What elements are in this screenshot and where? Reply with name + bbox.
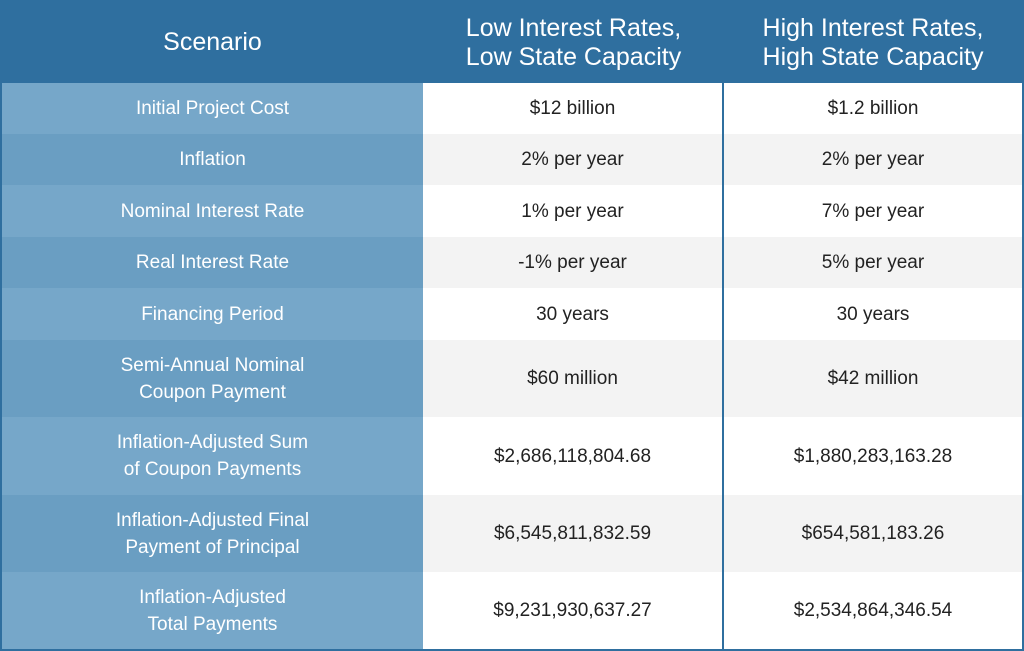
table-row: Inflation 2% per year 2% per year — [2, 134, 1022, 185]
high-rate-value: 7% per year — [724, 185, 1022, 237]
low-rate-value: 1% per year — [423, 185, 724, 237]
header-high-rates: High Interest Rates, High State Capacity — [762, 13, 984, 71]
row-label: Financing Period — [2, 288, 423, 340]
low-rate-value: $2,686,118,804.68 — [423, 417, 724, 495]
header-scenario: Scenario — [163, 28, 262, 56]
table-row: Nominal Interest Rate 1% per year 7% per… — [2, 185, 1022, 237]
row-label: Inflation — [2, 134, 423, 185]
low-rate-value: -1% per year — [423, 237, 724, 288]
low-rate-value: 2% per year — [423, 134, 724, 185]
high-rate-value: $2,534,864,346.54 — [724, 572, 1022, 649]
high-rate-value: $42 million — [724, 340, 1022, 417]
low-rate-value: 30 years — [423, 288, 724, 340]
header-low-rates: Low Interest Rates, Low State Capacity — [465, 13, 682, 71]
high-rate-value: 30 years — [724, 288, 1022, 340]
low-rate-value: $12 billion — [423, 83, 724, 134]
high-rate-value: $1,880,283,163.28 — [724, 417, 1022, 495]
high-rate-value: $654,581,183.26 — [724, 495, 1022, 572]
row-label: Inflation-Adjusted Total Payments — [2, 572, 423, 649]
low-rate-value: $6,545,811,832.59 — [423, 495, 724, 572]
row-label: Inflation-Adjusted Sum of Coupon Payment… — [2, 417, 423, 495]
high-rate-value: 2% per year — [724, 134, 1022, 185]
high-rate-value: $1.2 billion — [724, 83, 1022, 134]
table-row: Inflation-Adjusted Sum of Coupon Payment… — [2, 417, 1022, 495]
row-label: Real Interest Rate — [2, 237, 423, 288]
table-row: Initial Project Cost $12 billion $1.2 bi… — [2, 83, 1022, 134]
row-label: Initial Project Cost — [2, 83, 423, 134]
row-label: Nominal Interest Rate — [2, 185, 423, 237]
table-header: Scenario Low Interest Rates, Low State C… — [2, 2, 1022, 83]
low-rate-value: $9,231,930,637.27 — [423, 572, 724, 649]
table-row: Semi-Annual Nominal Coupon Payment $60 m… — [2, 340, 1022, 417]
table-row: Inflation-Adjusted Total Payments $9,231… — [2, 572, 1022, 649]
high-rate-value: 5% per year — [724, 237, 1022, 288]
table-row: Real Interest Rate -1% per year 5% per y… — [2, 237, 1022, 288]
table-body: Initial Project Cost $12 billion $1.2 bi… — [2, 83, 1022, 649]
table-row: Inflation-Adjusted Final Payment of Prin… — [2, 495, 1022, 572]
row-label: Semi-Annual Nominal Coupon Payment — [2, 340, 423, 417]
table-row: Financing Period 30 years 30 years — [2, 288, 1022, 340]
row-label: Inflation-Adjusted Final Payment of Prin… — [2, 495, 423, 572]
low-rate-value: $60 million — [423, 340, 724, 417]
